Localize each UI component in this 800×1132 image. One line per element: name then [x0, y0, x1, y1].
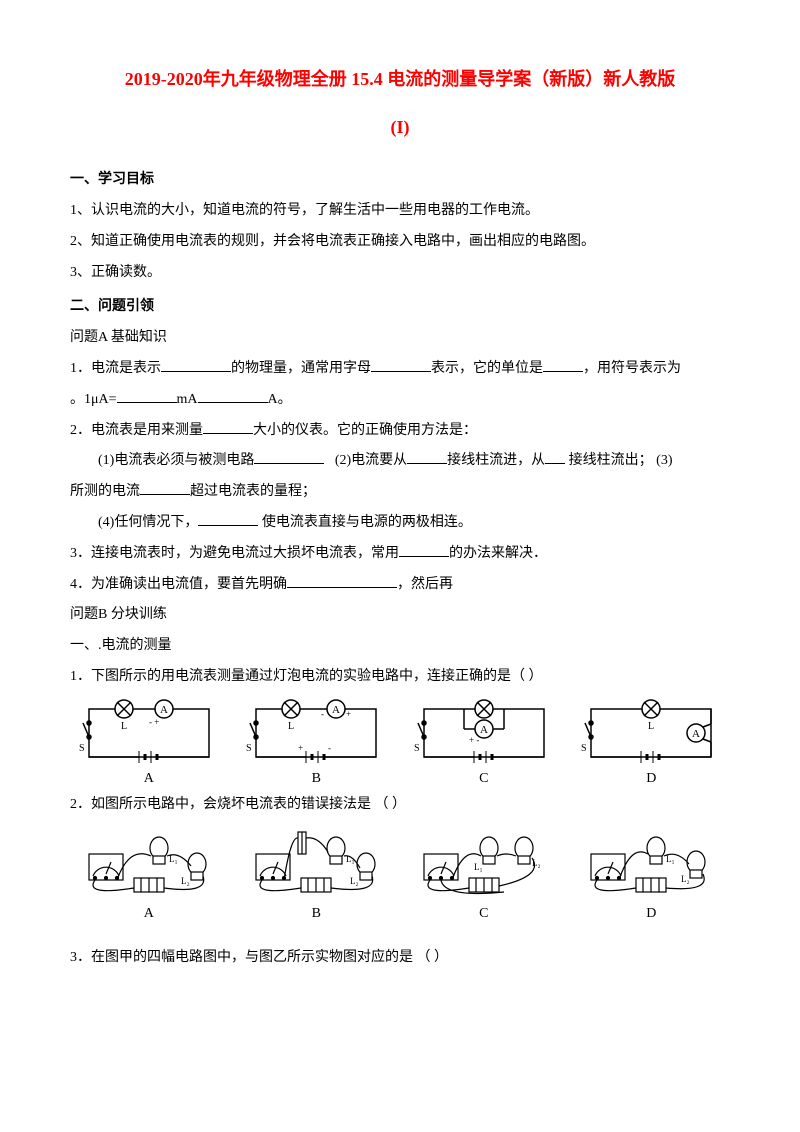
diagram-d: L A S D [573, 699, 731, 788]
svg-text:A: A [160, 704, 168, 716]
q4-end: ，然后再 [397, 577, 453, 592]
diagram-row-1: L A - + S A [70, 699, 730, 788]
svg-text:+: + [346, 709, 351, 719]
diagram-c: A + - S C [405, 699, 563, 788]
blank [399, 543, 449, 557]
svg-text:+: + [298, 743, 303, 753]
q2-mid: 大小的仪表。它的正确使用方法是： [253, 423, 477, 438]
qa-q2: 2．电流表是用来测量 大小的仪表。它的正确使用方法是： [70, 416, 730, 447]
svg-text:L₂: L₂ [681, 874, 690, 884]
svg-text:-: - [321, 709, 324, 719]
svg-text:S: S [581, 743, 587, 754]
q2-s3-end: 超过电流表的量程； [190, 484, 316, 499]
label2-a: A [144, 906, 154, 923]
q2-s3-pre: 所测的电流 [70, 484, 140, 499]
blank [254, 450, 324, 464]
q2-s2-pre: (2)电流要从 [335, 453, 407, 468]
diagram2-c: L₁ L₂ C [405, 826, 563, 923]
blank [161, 358, 231, 372]
qa-heading: 问题A 基础知识 [70, 323, 730, 354]
label2-c: C [479, 906, 488, 923]
s1-item1: 1、认识电流的大小，知道电流的符号，了解生活中一些用电器的工作电流。 [70, 196, 730, 227]
q4-pre: 4．为准确读出电流值，要首先明确 [70, 577, 287, 592]
blank [198, 389, 268, 403]
diagram2-a: L₁ L₂ A [70, 826, 228, 923]
q2-s1-pre: (1)电流表必须与被测电路 [98, 453, 254, 468]
svg-text:S: S [79, 743, 85, 754]
doc-title-line1: 2019-2020年九年级物理全册 15.4 电流的测量导学案（新版）新人教版 [70, 60, 730, 100]
svg-text:L: L [288, 721, 294, 732]
qb-q3: 3．在图甲的四幅电路图中，与图乙所示实物图对应的是 （ ） [70, 943, 730, 974]
svg-text:S: S [246, 743, 252, 754]
label-b: B [312, 771, 321, 788]
qa-q1: 1．电流是表示 的物理量，通常用字母 表示，它的单位是 ，用符号表示为 [70, 354, 730, 385]
blank [117, 389, 177, 403]
diagram2-b: L₁ L₂ B [238, 826, 396, 923]
blank [203, 420, 253, 434]
svg-text:S: S [414, 743, 420, 754]
q3-pre: 3．连接电流表时，为避免电流过大损坏电流表，常用 [70, 546, 399, 561]
svg-text:- +: - + [149, 717, 159, 727]
q2-s2-end: 接线柱流出； (3) [565, 453, 672, 468]
svg-text:L₁: L₁ [474, 862, 483, 872]
diagram-b: L A + - S + - B [238, 699, 396, 788]
blank [545, 450, 565, 464]
svg-text:A: A [692, 728, 700, 740]
diagram-row-2: L₁ L₂ A [70, 826, 730, 923]
diagram2-d: L₁ L₂ D [573, 826, 731, 923]
s1-item3: 3、正确读数。 [70, 258, 730, 289]
svg-text:L₁: L₁ [666, 854, 675, 864]
qa-q2-s12: (1)电流表必须与被测电路 (2)电流要从 接线柱流进，从 接线柱流出； (3) [70, 446, 730, 477]
q2-pre: 2．电流表是用来测量 [70, 423, 203, 438]
q2-s2-mid: 接线柱流进，从 [447, 453, 545, 468]
svg-text:A: A [332, 704, 340, 716]
qa-q2-s4: (4)任何情况下， 使电流表直接与电源的两极相连。 [70, 508, 730, 539]
q1-l2-end: A。 [268, 392, 292, 407]
label-a: A [144, 771, 154, 788]
qb-q1: 1．下图所示的用电流表测量通过灯泡电流的实验电路中，连接正确的是（ ） [70, 662, 730, 693]
svg-text:A: A [480, 724, 488, 736]
q1-l2-pre: 。1μA= [70, 392, 117, 407]
q1-pre: 1．电流是表示 [70, 361, 161, 376]
blank [287, 574, 397, 588]
svg-text:L₂: L₂ [181, 876, 190, 886]
s1-item2: 2、知道正确使用电流表的规则，并会将电流表正确接入电路中，画出相应的电路图。 [70, 227, 730, 258]
qb-q2: 2．如图所示电路中，会烧坏电流表的错误接法是 （ ） [70, 790, 730, 821]
svg-text:+ -: + - [469, 735, 479, 745]
label-c: C [479, 771, 488, 788]
label2-d: D [646, 906, 656, 923]
q1-mid2: 表示，它的单位是 [431, 361, 543, 376]
q1-mid3: ，用符号表示为 [583, 361, 681, 376]
section2-heading: 二、问题引领 [70, 292, 730, 323]
qa-q4: 4．为准确读出电流值，要首先明确 ，然后再 [70, 570, 730, 601]
blank [198, 512, 258, 526]
diagram-a: L A - + S A [70, 699, 228, 788]
qb-heading: 问题B 分块训练 [70, 600, 730, 631]
qa-q3: 3．连接电流表时，为避免电流过大损坏电流表，常用 的办法来解决． [70, 539, 730, 570]
blank [140, 481, 190, 495]
label-d: D [646, 771, 656, 788]
svg-text:-: - [328, 743, 331, 753]
qa-q1-line2: 。1μA= mA A。 [70, 385, 730, 416]
blank [543, 358, 583, 372]
blank [407, 450, 447, 464]
blank [371, 358, 431, 372]
svg-text:L: L [121, 721, 127, 732]
doc-title-line2: (I) [70, 108, 730, 148]
q1-l2-mid: mA [177, 392, 198, 407]
q1-mid1: 的物理量，通常用字母 [231, 361, 371, 376]
q2-s4-pre: (4)任何情况下， [98, 515, 198, 530]
section1-heading: 一、学习目标 [70, 165, 730, 196]
qa-q2-s3: 所测的电流 超过电流表的量程； [70, 477, 730, 508]
qb-sub: 一、.电流的测量 [70, 631, 730, 662]
q2-s4-end: 使电流表直接与电源的两极相连。 [258, 515, 472, 530]
q3-end: 的办法来解决． [449, 546, 547, 561]
label2-b: B [312, 906, 321, 923]
svg-text:L₂: L₂ [350, 876, 359, 886]
svg-text:L: L [648, 721, 654, 732]
